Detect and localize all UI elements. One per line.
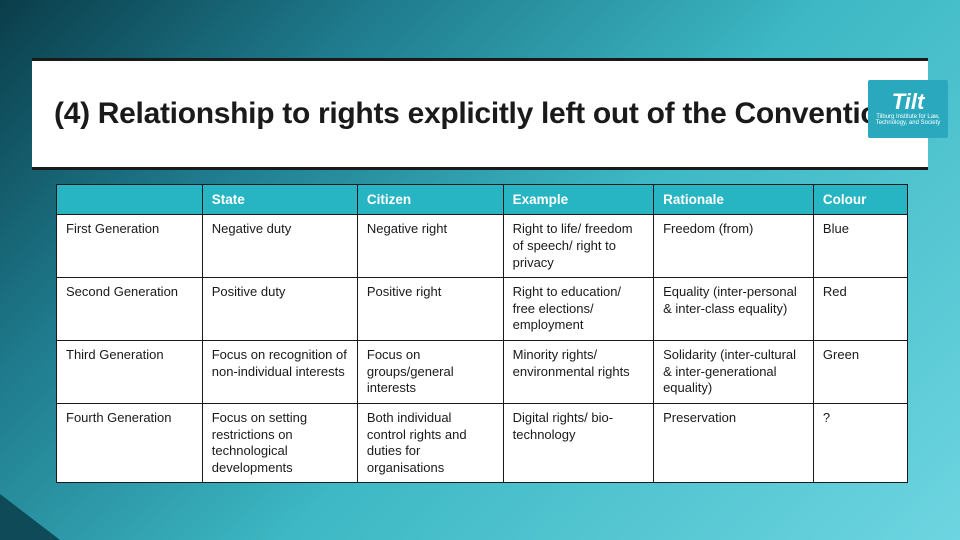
- row-label: Third Generation: [57, 341, 203, 404]
- col-rationale: Rationale: [654, 185, 814, 215]
- rights-table: State Citizen Example Rationale Colour F…: [56, 184, 908, 483]
- cell-colour: Red: [813, 278, 907, 341]
- cell-citizen: Negative right: [357, 215, 503, 278]
- table-row: Fourth Generation Focus on setting restr…: [57, 403, 908, 483]
- cell-state: Positive duty: [202, 278, 357, 341]
- cell-state: Focus on setting restrictions on technol…: [202, 403, 357, 483]
- cell-example: Right to life/ freedom of speech/ right …: [503, 215, 653, 278]
- slide-title: (4) Relationship to rights explicitly le…: [54, 96, 896, 131]
- cell-rationale: Equality (inter-personal & inter-class e…: [654, 278, 814, 341]
- logo-mark: Tilt: [892, 92, 925, 112]
- corner-accent: [0, 494, 60, 540]
- tilt-logo: Tilt Tilburg Institute for Law, Technolo…: [868, 80, 948, 138]
- cell-colour: Green: [813, 341, 907, 404]
- cell-citizen: Positive right: [357, 278, 503, 341]
- table-header-row: State Citizen Example Rationale Colour: [57, 185, 908, 215]
- cell-citizen: Both individual control rights and dutie…: [357, 403, 503, 483]
- cell-state: Focus on recognition of non-individual i…: [202, 341, 357, 404]
- col-state: State: [202, 185, 357, 215]
- cell-rationale: Freedom (from): [654, 215, 814, 278]
- row-label: Second Generation: [57, 278, 203, 341]
- table-row: Third Generation Focus on recognition of…: [57, 341, 908, 404]
- cell-example: Right to education/ free elections/ empl…: [503, 278, 653, 341]
- cell-rationale: Preservation: [654, 403, 814, 483]
- col-citizen: Citizen: [357, 185, 503, 215]
- title-band: (4) Relationship to rights explicitly le…: [32, 58, 928, 170]
- row-label: Fourth Generation: [57, 403, 203, 483]
- row-label: First Generation: [57, 215, 203, 278]
- cell-citizen: Focus on groups/general interests: [357, 341, 503, 404]
- table-row: First Generation Negative duty Negative …: [57, 215, 908, 278]
- cell-rationale: Solidarity (inter-cultural & inter-gener…: [654, 341, 814, 404]
- slide: (4) Relationship to rights explicitly le…: [0, 0, 960, 540]
- col-empty: [57, 185, 203, 215]
- col-colour: Colour: [813, 185, 907, 215]
- cell-state: Negative duty: [202, 215, 357, 278]
- cell-colour: Blue: [813, 215, 907, 278]
- cell-example: Minority rights/ environmental rights: [503, 341, 653, 404]
- table-row: Second Generation Positive duty Positive…: [57, 278, 908, 341]
- cell-colour: ?: [813, 403, 907, 483]
- col-example: Example: [503, 185, 653, 215]
- cell-example: Digital rights/ bio-technology: [503, 403, 653, 483]
- logo-subtitle: Tilburg Institute for Law, Technology, a…: [868, 114, 948, 126]
